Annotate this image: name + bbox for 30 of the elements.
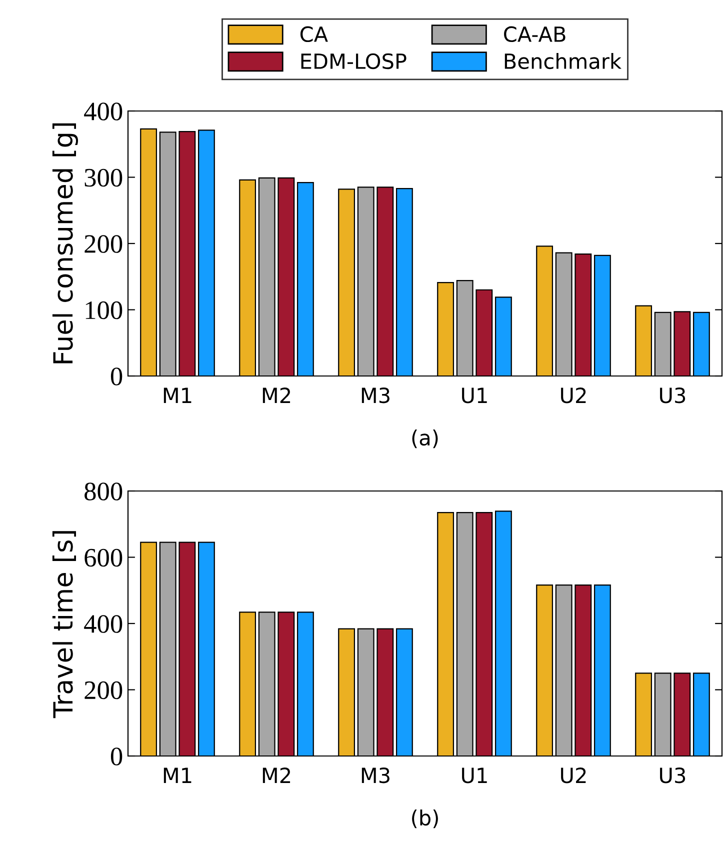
x-tick-label: M3 — [362, 387, 390, 404]
legend-label: EDM-LOSP — [301, 53, 406, 70]
x-tick-label: U2 — [561, 387, 586, 404]
x-tick-label: U3 — [660, 387, 686, 404]
y-tick-label: 200 — [84, 681, 122, 700]
y-tick-label: 400 — [84, 615, 122, 633]
y-axis-title: Travel time [s] — [52, 531, 76, 718]
legend-label: CA-AB — [504, 26, 566, 42]
y-tick-label: 300 — [84, 168, 122, 187]
text: (a) — [412, 430, 438, 448]
x-tick-label: U1 — [462, 388, 487, 404]
y-axis-title: Fuel consumed [g] — [52, 123, 78, 364]
y-tick-label: 200 — [84, 235, 122, 253]
x-tick-label: U1 — [462, 768, 487, 784]
x-tick-label: U2 — [561, 767, 586, 784]
y-tick-label: 400 — [84, 102, 122, 120]
x-tick-label: M3 — [362, 767, 390, 784]
legend-label: CA — [300, 26, 328, 42]
y-tick-label: 600 — [84, 548, 122, 567]
legend-label: Benchmark — [504, 52, 622, 70]
y-tick-label: 0 — [110, 748, 122, 766]
x-tick-label: M1 — [164, 388, 192, 403]
y-tick-label: 800 — [84, 482, 122, 500]
x-tick-label: M2 — [262, 387, 290, 403]
y-tick-label: 0 — [110, 368, 122, 386]
x-tick-label: M2 — [262, 767, 290, 783]
x-tick-label: U3 — [660, 767, 686, 784]
y-tick-label: 100 — [86, 301, 122, 320]
x-tick-label: M1 — [164, 768, 192, 783]
text: (b) — [412, 810, 438, 828]
